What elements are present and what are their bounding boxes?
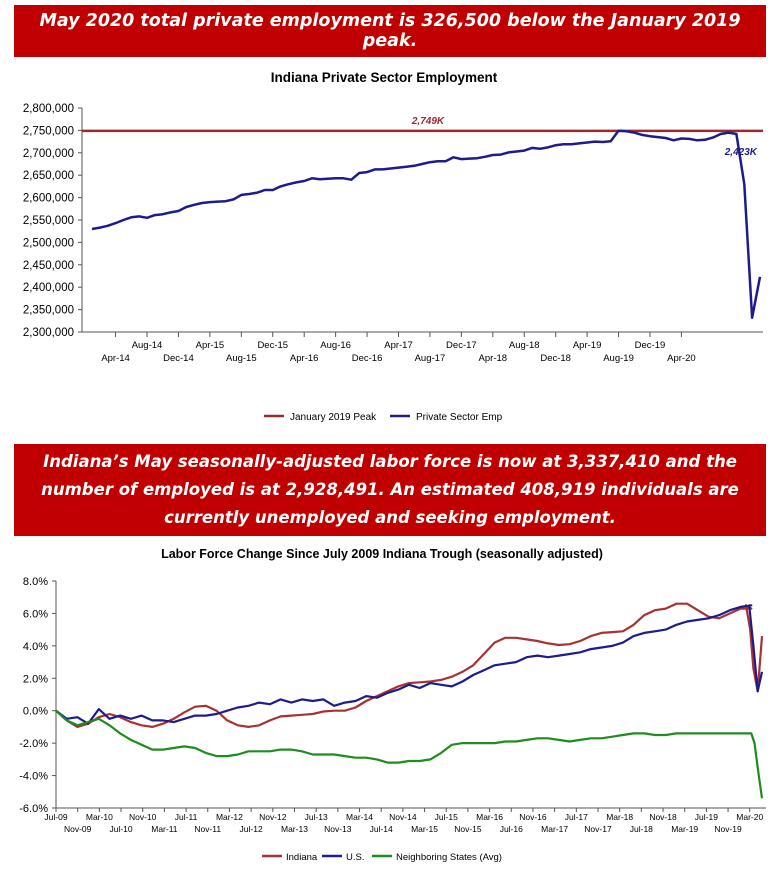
- x-tick-label: Dec-19: [635, 340, 666, 351]
- annotation-last-value: 2,423K: [724, 147, 758, 158]
- x-tick-label: Nov-15: [454, 824, 482, 834]
- x-tick-label: Aug-18: [509, 340, 540, 351]
- x-tick-label: Mar-17: [541, 824, 568, 834]
- legend-label: Neighboring States (Avg): [396, 852, 502, 863]
- x-tick-label: Apr-20: [667, 353, 696, 364]
- x-tick-label: Mar-20: [736, 812, 763, 822]
- x-tick-label: Jul-11: [175, 812, 198, 822]
- x-tick-label: Mar-13: [281, 824, 308, 834]
- legend-label: Private Sector Emp: [416, 412, 503, 423]
- x-tick-label: Jul-10: [109, 824, 132, 834]
- x-tick-label: Nov-10: [129, 812, 157, 822]
- y-tick-label: 2,450,000: [23, 260, 74, 272]
- x-tick-label: Apr-17: [384, 340, 413, 351]
- x-tick-label: Apr-15: [196, 340, 225, 351]
- legend-label: U.S.: [346, 852, 364, 863]
- x-tick-label: Nov-19: [714, 824, 742, 834]
- legend-label: January 2019 Peak: [290, 412, 377, 423]
- y-tick-label: -4.0%: [19, 771, 48, 783]
- x-tick-label: Nov-18: [649, 812, 677, 822]
- x-tick-label: Jul-17: [565, 812, 588, 822]
- headline-banner-labor-force: Indiana’s May seasonally-adjusted labor …: [14, 444, 766, 536]
- y-tick-label: 2,550,000: [23, 215, 74, 227]
- series-line-neighboring-states: [55, 709, 764, 799]
- x-tick-label: Dec-18: [540, 353, 571, 364]
- x-tick-label: Jul-09: [44, 812, 67, 822]
- y-tick-label: 2,650,000: [23, 170, 74, 182]
- x-tick-label: Nov-09: [64, 824, 92, 834]
- y-tick-label: -2.0%: [19, 738, 48, 750]
- annotation-peak: 2,749K: [411, 116, 445, 127]
- y-tick-label: 2,750,000: [23, 125, 74, 137]
- y-tick-label: 2,700,000: [23, 148, 74, 160]
- y-tick-label: 2,300,000: [23, 327, 74, 339]
- y-tick-label: 2,600,000: [23, 193, 74, 205]
- private-sector-employment-chart: Indiana Private Sector Employment 2,800,0…: [23, 70, 763, 423]
- x-tick-label: Aug-17: [415, 353, 446, 364]
- y-tick-label: -6.0%: [19, 803, 48, 815]
- x-tick-label: Dec-16: [352, 353, 383, 364]
- headline-banner-employment: May 2020 total private employment is 326…: [14, 5, 766, 57]
- headline-text: Indiana’s May seasonally-adjusted labor …: [41, 452, 739, 527]
- x-tick-label: Nov-14: [389, 812, 417, 822]
- x-tick-label: Aug-19: [603, 353, 634, 364]
- x-tick-label: Jul-16: [500, 824, 523, 834]
- x-tick-label: Mar-12: [216, 812, 243, 822]
- chart-title: Indiana Private Sector Employment: [271, 70, 498, 85]
- x-tick-label: Mar-11: [151, 824, 178, 834]
- x-tick-label: Apr-14: [101, 353, 130, 364]
- y-tick-label: 2,400,000: [23, 282, 74, 294]
- x-tick-label: Mar-14: [346, 812, 373, 822]
- y-tick-label: 8.0%: [23, 576, 48, 588]
- y-tick-label: 0.0%: [23, 706, 48, 718]
- x-tick-label: Jul-13: [305, 812, 328, 822]
- x-tick-label: Aug-16: [320, 340, 351, 351]
- x-tick-label: Mar-18: [606, 812, 633, 822]
- x-tick-label: Jul-14: [370, 824, 393, 834]
- labor-force-change-chart: Labor Force Change Since July 2009 India…: [19, 547, 766, 863]
- x-tick-label: Mar-10: [86, 812, 113, 822]
- headline-text: May 2020 total private employment is 326…: [39, 11, 741, 51]
- x-tick-label: Nov-11: [194, 824, 221, 834]
- x-tick-label: Apr-18: [479, 353, 508, 364]
- x-tick-label: Dec-17: [446, 340, 477, 351]
- series-line-private-sector-emp: [91, 129, 762, 319]
- x-tick-label: Apr-16: [290, 353, 319, 364]
- x-tick-label: Mar-19: [671, 824, 698, 834]
- x-tick-label: Jul-15: [435, 812, 458, 822]
- y-tick-label: 2.0%: [23, 673, 48, 685]
- x-tick-label: Aug-15: [226, 353, 257, 364]
- x-tick-label: Nov-16: [519, 812, 547, 822]
- x-tick-label: Dec-14: [163, 353, 194, 364]
- x-tick-label: Nov-17: [584, 824, 612, 834]
- y-tick-label: 4.0%: [23, 641, 48, 653]
- x-tick-label: Aug-14: [132, 340, 163, 351]
- series-line-indiana: [55, 602, 764, 728]
- x-tick-label: Jul-12: [240, 824, 263, 834]
- x-tick-label: Dec-15: [257, 340, 288, 351]
- x-tick-label: Apr-19: [573, 340, 602, 351]
- y-tick-label: 2,800,000: [23, 103, 74, 115]
- y-tick-label: 2,500,000: [23, 237, 74, 249]
- legend-label: Indiana: [286, 852, 318, 863]
- x-tick-label: Nov-13: [324, 824, 352, 834]
- y-tick-label: 2,350,000: [23, 305, 74, 317]
- chart-title: Labor Force Change Since July 2009 India…: [161, 547, 603, 561]
- x-tick-label: Jul-19: [695, 812, 718, 822]
- x-tick-label: Nov-12: [259, 812, 287, 822]
- series-line-us: [55, 604, 764, 725]
- x-tick-label: Mar-16: [476, 812, 503, 822]
- x-tick-label: Jul-18: [630, 824, 653, 834]
- x-tick-label: Mar-15: [411, 824, 438, 834]
- y-tick-label: 6.0%: [23, 608, 48, 620]
